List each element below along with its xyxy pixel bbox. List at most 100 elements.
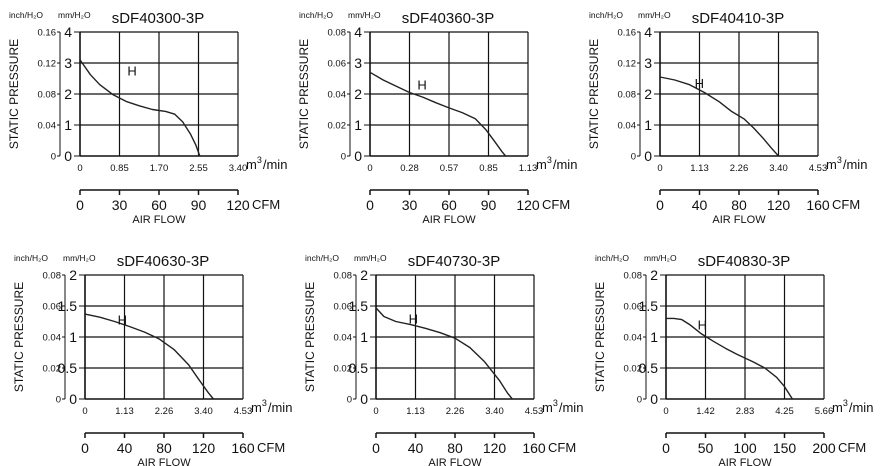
mm-tick-label: 0.5 <box>639 360 659 376</box>
cfm-unit-label: CFM <box>252 197 280 212</box>
curve-label-h: H <box>698 318 707 333</box>
inch-tick-label: 0 <box>347 395 352 406</box>
mm-tick-label: 2 <box>69 267 77 283</box>
mm-tick-label: 4 <box>644 24 652 40</box>
pressure-curve <box>659 76 780 157</box>
cfm-tick-label: 30 <box>402 197 418 213</box>
cfm-tick-label: 0 <box>372 440 380 456</box>
cfm-tick-label: 0 <box>81 440 89 456</box>
mm-tick-label: 1 <box>69 329 77 345</box>
y-axis-label: STATIC PRESSURE <box>12 282 26 392</box>
mm-tick-label: 2 <box>354 86 362 102</box>
mm-tick-label: 2 <box>644 86 652 102</box>
m3-tick-label: 1.13 <box>519 163 538 174</box>
chart-title: sDF40830-3P <box>698 253 791 270</box>
m3-tick-label: 1.13 <box>406 406 425 417</box>
m3-tick-label: 3.40 <box>194 406 213 417</box>
m3-tick-label: 2.83 <box>736 406 755 417</box>
inch-tick-label: 0.04 <box>43 333 62 344</box>
chart-title: sDF40630-3P <box>117 253 210 270</box>
cfm-tick-label: 120 <box>767 197 791 213</box>
cfm-unit-label: CFM <box>832 197 860 212</box>
inch-tick-label: 0.02 <box>328 121 347 132</box>
mm-tick-label: 3 <box>644 55 652 71</box>
mm-tick-label: 0 <box>354 148 362 164</box>
curve-label-h: H <box>409 311 418 326</box>
cfm-tick-label: 0 <box>76 197 84 213</box>
m3-unit-tail: /min <box>268 400 293 415</box>
m3-tick-label: 1.70 <box>150 163 169 174</box>
mm-tick-label: 0 <box>64 148 72 164</box>
cfm-tick-label: 40 <box>408 440 424 456</box>
m3-tick-label: 0.57 <box>440 163 459 174</box>
m3-unit-label: m3/min <box>536 155 577 172</box>
inch-tick-label: 0.04 <box>624 333 643 344</box>
inch-tick-label: 0.02 <box>334 364 353 375</box>
x-axis-label: AIR FLOW <box>712 214 766 226</box>
pressure-curve <box>375 307 513 400</box>
m3-tick-label: 2.26 <box>446 406 465 417</box>
cfm-tick-label: 60 <box>441 197 457 213</box>
mm-tick-label: 0.5 <box>58 360 78 376</box>
mm-tick-label: 1.5 <box>349 298 369 314</box>
inch-tick-label: 0 <box>637 395 642 406</box>
cfm-unit-label: CFM <box>542 197 570 212</box>
cfm-unit-label: CFM <box>257 440 285 455</box>
cfm-tick-label: 120 <box>192 440 216 456</box>
m3-tick-label: 0 <box>373 406 378 417</box>
inch-tick-label: 0.06 <box>624 302 643 313</box>
cfm-tick-label: 80 <box>447 440 463 456</box>
m3-unit-tail: /min <box>849 400 874 415</box>
inch-unit-label: inch/H₂O <box>589 10 623 20</box>
chart-title: sDF40300-3P <box>112 10 205 27</box>
cfm-tick-label: 80 <box>731 197 747 213</box>
m3-tick-label: 0.85 <box>110 163 129 174</box>
chart-panel-2: sDF40360-3P inch/H₂O mm/H₂O STATIC PRESSURE… <box>297 10 577 226</box>
m3-tick-label: 4.25 <box>775 406 794 417</box>
mm-unit-label: mm/H₂O <box>348 10 381 20</box>
mm-tick-label: 0.5 <box>349 360 369 376</box>
cfm-tick-label: 120 <box>516 197 540 213</box>
mm-tick-label: 1.5 <box>639 298 659 314</box>
pressure-curve <box>84 313 214 400</box>
cfm-tick-label: 90 <box>481 197 497 213</box>
y-axis-label: STATIC PRESSURE <box>297 39 311 149</box>
m3-unit-base: m <box>536 157 547 172</box>
cfm-tick-label: 160 <box>806 197 830 213</box>
m3-tick-label: 3.40 <box>485 406 504 417</box>
m3-unit-base: m <box>542 400 553 415</box>
inch-unit-label: inch/H₂O <box>595 253 629 263</box>
mm-tick-label: 1.5 <box>58 298 78 314</box>
chart-panel-4: sDF40630-3P inch/H₂O mm/H₂O STATIC PRESSURE… <box>12 253 292 466</box>
y-axis-label: STATIC PRESSURE <box>303 282 317 392</box>
inch-tick-label: 0 <box>51 152 56 163</box>
m3-tick-label: 5.66 <box>815 406 834 417</box>
m3-unit-label: m3/min <box>542 398 583 415</box>
y-axis-label: STATIC PRESSURE <box>593 282 607 392</box>
cfm-tick-label: 0 <box>662 440 670 456</box>
pressure-curve <box>79 59 201 157</box>
cfm-tick-label: 90 <box>191 197 207 213</box>
cfm-tick-label: 40 <box>692 197 708 213</box>
inch-unit-label: inch/H₂O <box>9 10 43 20</box>
curve-label-h: H <box>695 76 704 91</box>
m3-unit-exp: 3 <box>843 398 848 408</box>
inch-tick-label: 0.04 <box>38 121 57 132</box>
mm-tick-label: 1 <box>644 117 652 133</box>
cfm-tick-label: 30 <box>112 197 128 213</box>
m3-unit-base: m <box>246 157 257 172</box>
cfm-tick-label: 200 <box>812 440 836 456</box>
inch-tick-label: 0 <box>631 152 636 163</box>
m3-unit-tail: /min <box>553 157 578 172</box>
m3-unit-exp: 3 <box>553 398 558 408</box>
m3-tick-label: 0.28 <box>400 163 419 174</box>
mm-tick-label: 2 <box>64 86 72 102</box>
chart-title: sDF40410-3P <box>692 10 785 27</box>
inch-tick-label: 0 <box>56 395 61 406</box>
cfm-unit-label: CFM <box>838 440 866 455</box>
pressure-curve <box>369 71 507 157</box>
m3-unit-exp: 3 <box>837 155 842 165</box>
mm-tick-label: 3 <box>354 55 362 71</box>
mm-tick-label: 1 <box>360 329 368 345</box>
